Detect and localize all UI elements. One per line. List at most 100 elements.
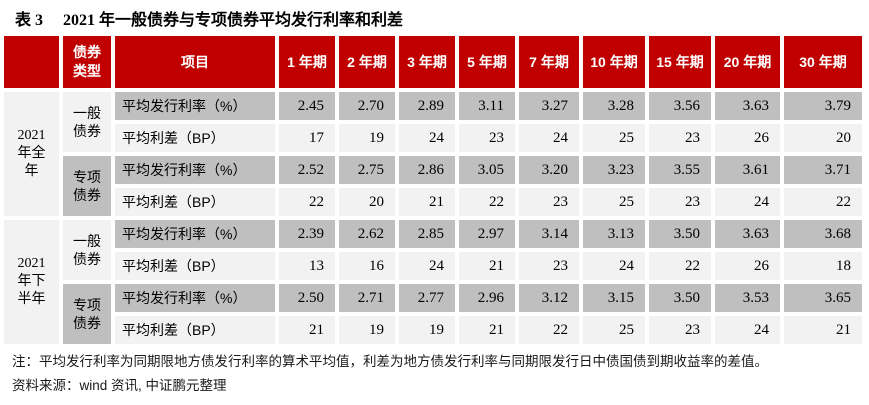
- table-row: 平均利差（BP） 17 19 24 23 24 25 23 26 20: [4, 124, 862, 152]
- item-cell: 平均发行利率（%）: [115, 92, 275, 120]
- value-cell: 22: [649, 252, 711, 280]
- bond-type-header: 债券类型: [63, 36, 111, 88]
- value-cell: 21: [459, 316, 515, 344]
- value-cell: 21: [784, 316, 862, 344]
- table-row: 2021 年全年 一般债券 平均发行利率（%） 2.45 2.70 2.89 3.11 3.2…: [4, 92, 862, 216]
- table-row: 平均利差（BP） 22 20 21 22 23 25 23 24 22: [4, 188, 862, 216]
- term-header-8: 20 年期: [715, 36, 780, 88]
- item-cell: 平均发行利率（%）: [115, 156, 275, 184]
- value-cell: 21: [459, 252, 515, 280]
- value-cell: 17: [279, 124, 335, 152]
- value-cell: 21: [399, 188, 455, 216]
- value-cell: 26: [715, 124, 780, 152]
- value-cell: 3.61: [715, 156, 780, 184]
- value-cell: 2.50: [279, 284, 335, 312]
- value-cell: 23: [649, 188, 711, 216]
- bond-type-cell: 一般债券: [63, 220, 111, 280]
- value-cell: 2.39: [279, 220, 335, 248]
- value-cell: 25: [583, 316, 645, 344]
- value-cell: 3.11: [459, 92, 515, 120]
- item-cell: 平均利差（BP）: [115, 316, 275, 344]
- value-cell: 22: [279, 188, 335, 216]
- value-cell: 3.53: [715, 284, 780, 312]
- value-cell: 3.63: [715, 220, 780, 248]
- bond-type-cell: 专项债券: [63, 284, 111, 344]
- value-cell: 3.65: [784, 284, 862, 312]
- value-cell: 3.13: [583, 220, 645, 248]
- header-row: 债券类型 项目 1 年期 2 年期 3 年期 5 年期 7 年期 10 年期 15 年期 20…: [4, 36, 862, 88]
- value-cell: 3.55: [649, 156, 711, 184]
- value-cell: 23: [519, 252, 579, 280]
- table-note: 注：平均发行利率为同期限地方债发行利率的算术平均值，利差为地方债发行利率与同期限…: [12, 354, 768, 369]
- table-number-label: 表 3: [15, 12, 44, 29]
- value-cell: 2.52: [279, 156, 335, 184]
- value-cell: 20: [339, 188, 395, 216]
- value-cell: 3.12: [519, 284, 579, 312]
- item-header: 项目: [115, 36, 275, 88]
- value-cell: 3.68: [784, 220, 862, 248]
- item-cell: 平均利差（BP）: [115, 124, 275, 152]
- bond-rates-table: 债券类型 项目 1 年期 2 年期 3 年期 5 年期 7 年期 10 年期 15 年期 20…: [0, 32, 866, 348]
- value-cell: 25: [583, 188, 645, 216]
- value-cell: 20: [784, 124, 862, 152]
- value-cell: 22: [459, 188, 515, 216]
- value-cell: 16: [339, 252, 395, 280]
- table-row: 平均利差（BP） 13 16 24 21 23 24 22 26 18: [4, 252, 862, 280]
- value-cell: 18: [784, 252, 862, 280]
- term-header-4: 5 年期: [459, 36, 515, 88]
- item-cell: 平均发行利率（%）: [115, 220, 275, 248]
- term-header-5: 7 年期: [519, 36, 579, 88]
- value-cell: 22: [519, 316, 579, 344]
- term-header-1: 1 年期: [279, 36, 335, 88]
- value-cell: 13: [279, 252, 335, 280]
- item-cell: 平均利差（BP）: [115, 188, 275, 216]
- value-cell: 3.63: [715, 92, 780, 120]
- term-header-2: 2 年期: [339, 36, 395, 88]
- value-cell: 2.45: [279, 92, 335, 120]
- value-cell: 22: [784, 188, 862, 216]
- value-cell: 2.86: [399, 156, 455, 184]
- value-cell: 19: [399, 316, 455, 344]
- table-source: 资料来源：wind 资讯, 中证鹏元整理: [12, 378, 227, 393]
- table-caption: 2021 年一般债券与专项债券平均发行利率和利差: [63, 12, 404, 29]
- value-cell: 2.97: [459, 220, 515, 248]
- table-row: 平均利差（BP） 21 19 19 21 22 25 23 24 21: [4, 316, 862, 344]
- value-cell: 3.14: [519, 220, 579, 248]
- value-cell: 24: [519, 124, 579, 152]
- value-cell: 3.56: [649, 92, 711, 120]
- value-cell: 23: [649, 316, 711, 344]
- value-cell: 2.89: [399, 92, 455, 120]
- value-cell: 23: [649, 124, 711, 152]
- corner-cell: [4, 36, 59, 88]
- table-row: 专项债券 平均发行利率（%） 2.52 2.75 2.86 3.05 3.20 3.23 3.5…: [4, 156, 862, 216]
- item-cell: 平均发行利率（%）: [115, 284, 275, 312]
- term-header-7: 15 年期: [649, 36, 711, 88]
- value-cell: 3.27: [519, 92, 579, 120]
- term-header-9: 30 年期: [784, 36, 862, 88]
- period-cell: 2021 年下半年: [4, 220, 59, 344]
- value-cell: 2.71: [339, 284, 395, 312]
- item-cell: 平均利差（BP）: [115, 252, 275, 280]
- value-cell: 3.28: [583, 92, 645, 120]
- value-cell: 3.20: [519, 156, 579, 184]
- value-cell: 3.23: [583, 156, 645, 184]
- value-cell: 24: [715, 188, 780, 216]
- value-cell: 24: [399, 252, 455, 280]
- value-cell: 24: [399, 124, 455, 152]
- value-cell: 3.50: [649, 284, 711, 312]
- value-cell: 2.85: [399, 220, 455, 248]
- value-cell: 3.15: [583, 284, 645, 312]
- term-header-3: 3 年期: [399, 36, 455, 88]
- value-cell: 2.96: [459, 284, 515, 312]
- value-cell: 3.79: [784, 92, 862, 120]
- value-cell: 23: [459, 124, 515, 152]
- value-cell: 2.62: [339, 220, 395, 248]
- bond-type-cell: 专项债券: [63, 156, 111, 216]
- value-cell: 2.77: [399, 284, 455, 312]
- bond-type-cell: 一般债券: [63, 92, 111, 152]
- value-cell: 25: [583, 124, 645, 152]
- value-cell: 24: [583, 252, 645, 280]
- value-cell: 23: [519, 188, 579, 216]
- value-cell: 19: [339, 124, 395, 152]
